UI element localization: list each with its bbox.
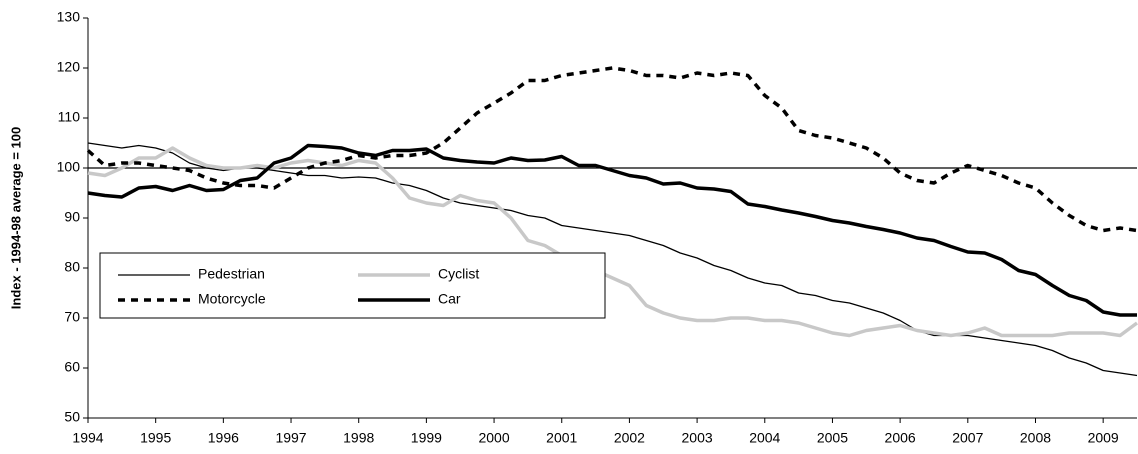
- x-tick-label: 1998: [343, 430, 374, 446]
- x-tick-label: 2001: [546, 430, 577, 446]
- y-tick-label: 70: [64, 309, 80, 325]
- x-tick-label: 1994: [72, 430, 103, 446]
- legend-label: Pedestrian: [198, 266, 265, 282]
- y-tick-label: 100: [57, 159, 81, 175]
- x-tick-label: 1996: [208, 430, 239, 446]
- x-tick-label: 2004: [749, 430, 780, 446]
- legend-box: [99, 252, 606, 319]
- series-line: [86, 66, 1138, 233]
- y-tick-label: 130: [57, 9, 81, 25]
- x-tick-label: 1997: [275, 430, 306, 446]
- legend-label: Car: [438, 291, 461, 307]
- series-line: [87, 143, 1137, 317]
- y-tick-label: 120: [57, 59, 81, 75]
- series-line: [87, 146, 1138, 338]
- x-tick-label: 2000: [478, 430, 509, 446]
- legend-label: Motorcycle: [198, 291, 266, 307]
- x-tick-label: 2003: [682, 430, 713, 446]
- x-tick-label: 2007: [952, 430, 983, 446]
- x-tick-label: 1995: [140, 430, 171, 446]
- y-tick-label: 80: [64, 259, 80, 275]
- y-tick-label: 90: [64, 209, 80, 225]
- y-tick-label: 50: [64, 409, 80, 425]
- x-tick-label: 1999: [411, 430, 442, 446]
- x-tick-label: 2009: [1088, 430, 1119, 446]
- legend-label: Cyclist: [438, 266, 479, 282]
- y-tick-label: 60: [64, 359, 80, 375]
- x-tick-label: 2005: [817, 430, 848, 446]
- x-tick-label: 2006: [885, 430, 916, 446]
- y-axis-title: Index - 1994-98 average = 100: [8, 127, 23, 309]
- x-tick-label: 2008: [1020, 430, 1051, 446]
- x-tick-label: 2002: [614, 430, 645, 446]
- y-tick-label: 110: [58, 109, 81, 125]
